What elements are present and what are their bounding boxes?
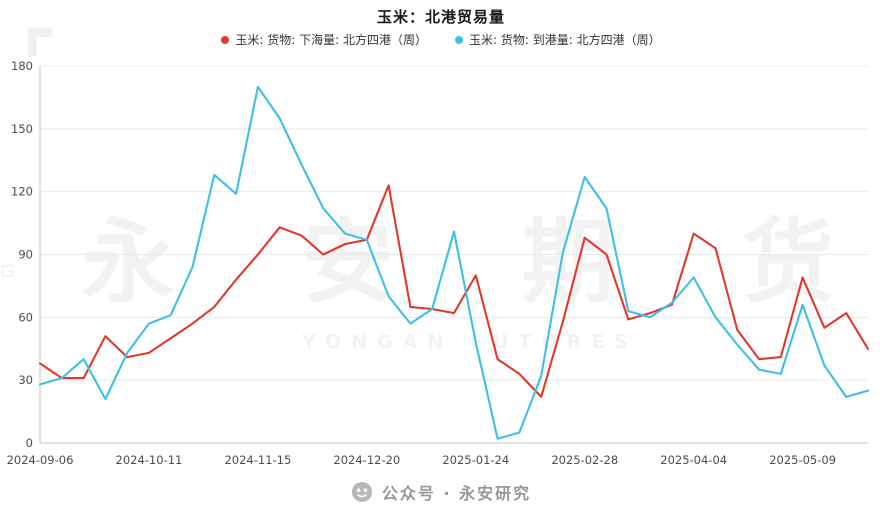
x-tick-label: 2025-05-09	[769, 453, 836, 467]
x-tick-label: 2025-04-04	[660, 453, 727, 467]
y-tick-label: 90	[18, 248, 33, 262]
x-tick-label: 2024-10-11	[116, 453, 183, 467]
line-chart-plot-area: 0 30 60 90 120 150 180 2024-09-06 2024-10-11 2024…	[7, 59, 870, 467]
y-tick-label: 150	[11, 122, 33, 136]
legend-label-arrival: 玉米: 货物: 到港量: 北方四港（周）	[469, 33, 661, 47]
y-tick-label: 180	[11, 59, 33, 73]
footer-text: 公众号 · 永安研究	[381, 484, 532, 503]
footer-branding: 公众号 · 永安研究	[0, 480, 882, 504]
wechat-icon	[351, 482, 372, 502]
legend-marker-red-icon	[221, 35, 230, 44]
y-tick-label: 30	[18, 373, 33, 387]
legend-item-shipout[interactable]: 玉米: 货物: 下海量: 北方四港（周）	[221, 31, 427, 48]
x-tick-label: 2025-02-28	[551, 453, 618, 467]
series-line-0	[38, 184, 870, 398]
legend: 玉米: 货物: 下海量: 北方四港（周） 玉米: 货物: 到港量: 北方四港（周…	[0, 31, 882, 48]
series-line-1	[38, 85, 870, 440]
legend-item-arrival[interactable]: 玉米: 货物: 到港量: 北方四港（周）	[455, 31, 661, 48]
y-tick-label: 120	[11, 185, 33, 199]
y-tick-label: 60	[18, 310, 33, 324]
y-tick-label: 0	[26, 436, 33, 450]
x-tick-label: 2025-01-24	[442, 453, 509, 467]
legend-marker-cyan-icon	[455, 35, 463, 44]
x-tick-label: 2024-12-20	[333, 453, 400, 467]
x-tick-label: 2024-09-06	[7, 453, 74, 467]
page-title: 玉米：北港贸易量	[376, 8, 505, 26]
x-tick-label: 2024-11-15	[224, 453, 291, 467]
legend-label-shipout: 玉米: 货物: 下海量: 北方四港（周）	[235, 33, 427, 47]
